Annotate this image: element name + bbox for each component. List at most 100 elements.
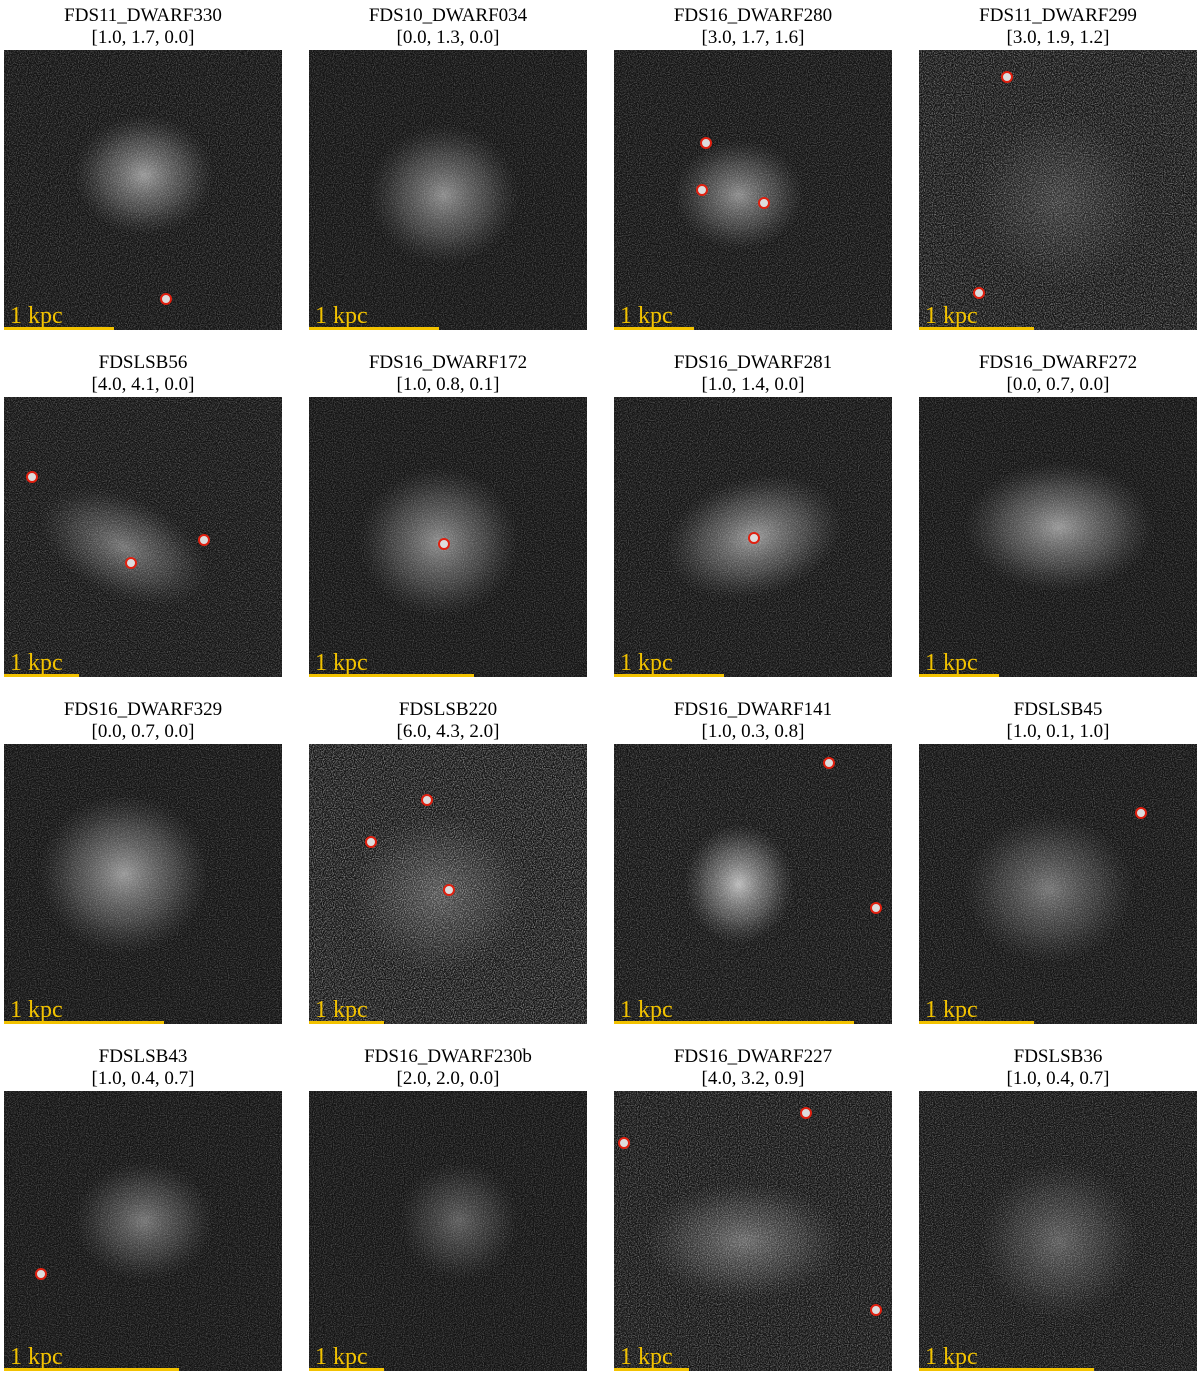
panel-title: FDS16_DWARF227 <box>673 1046 833 1067</box>
panel: FDS16_DWARF230b [2.0, 2.0, 0.0] 1 kpc <box>303 1046 593 1391</box>
scale-label: 1 kpc <box>315 1344 368 1370</box>
image-render <box>614 744 892 1024</box>
panel-params: [0.0, 0.7, 0.0] <box>91 721 195 742</box>
scale-label: 1 kpc <box>620 650 673 676</box>
galaxy-image: 1 kpc <box>4 50 282 330</box>
panel-title: FDSLSB43 <box>98 1046 188 1067</box>
image-render <box>309 50 587 330</box>
panel-title: FDSLSB56 <box>98 352 188 373</box>
image-render <box>4 397 282 677</box>
panel-params: [3.0, 1.9, 1.2] <box>1006 27 1110 48</box>
image-render <box>614 1091 892 1371</box>
scale-bar <box>4 1021 164 1024</box>
scale-label: 1 kpc <box>620 997 673 1023</box>
galaxy-image: 1 kpc <box>4 744 282 1024</box>
panel: FDS16_DWARF281 [1.0, 1.4, 0.0] 1 kpc <box>608 352 898 697</box>
panel-params: [1.0, 0.4, 0.7] <box>91 1068 195 1089</box>
panel-title: FDS10_DWARF034 <box>368 5 528 26</box>
panel-params: [6.0, 4.3, 2.0] <box>396 721 500 742</box>
galaxy-image: 1 kpc <box>309 397 587 677</box>
galaxy-image: 1 kpc <box>919 744 1197 1024</box>
panel-params: [4.0, 4.1, 0.0] <box>91 374 195 395</box>
panel-params: [1.0, 1.7, 0.0] <box>91 27 195 48</box>
image-render <box>614 50 892 330</box>
panel-title: FDS16_DWARF141 <box>673 699 833 720</box>
image-render <box>309 1091 587 1371</box>
panel-title: FDS16_DWARF329 <box>63 699 223 720</box>
panel: FDS16_DWARF329 [0.0, 0.7, 0.0] 1 kpc <box>0 699 288 1044</box>
panel-params: [1.0, 0.1, 1.0] <box>1006 721 1110 742</box>
panel: FDS16_DWARF272 [0.0, 0.7, 0.0] 1 kpc <box>913 352 1200 697</box>
panel: FDS10_DWARF034 [0.0, 1.3, 0.0] 1 kpc <box>303 5 593 350</box>
scale-bar <box>4 674 79 677</box>
galaxy-image: 1 kpc <box>614 50 892 330</box>
image-render <box>309 397 587 677</box>
image-render <box>919 50 1197 330</box>
scale-bar <box>614 1021 854 1024</box>
scale-bar <box>919 1368 1094 1371</box>
scale-label: 1 kpc <box>315 997 368 1023</box>
galaxy-image: 1 kpc <box>614 1091 892 1371</box>
panel-params: [1.0, 1.4, 0.0] <box>701 374 805 395</box>
image-render <box>614 397 892 677</box>
scale-label: 1 kpc <box>620 1344 673 1370</box>
panel-params: [4.0, 3.2, 0.9] <box>701 1068 805 1089</box>
scale-label: 1 kpc <box>925 303 978 329</box>
panel-title: FDSLSB220 <box>398 699 498 720</box>
panel-title: FDS16_DWARF272 <box>978 352 1138 373</box>
scale-label: 1 kpc <box>10 650 63 676</box>
panel: FDS11_DWARF299 [3.0, 1.9, 1.2] 1 kpc <box>913 5 1200 350</box>
panel-params: [0.0, 1.3, 0.0] <box>396 27 500 48</box>
panel-params: [1.0, 0.3, 0.8] <box>701 721 805 742</box>
panel-params: [2.0, 2.0, 0.0] <box>396 1068 500 1089</box>
scale-bar <box>614 1368 689 1371</box>
scale-label: 1 kpc <box>925 650 978 676</box>
scale-bar <box>309 674 474 677</box>
panel: FDS16_DWARF227 [4.0, 3.2, 0.9] 1 kpc <box>608 1046 898 1391</box>
panel: FDSLSB45 [1.0, 0.1, 1.0] 1 kpc <box>913 699 1200 1044</box>
panel-title: FDS16_DWARF280 <box>673 5 833 26</box>
panel: FDS11_DWARF330 [1.0, 1.7, 0.0] 1 kpc <box>0 5 288 350</box>
scale-label: 1 kpc <box>620 303 673 329</box>
scale-bar <box>919 1021 1034 1024</box>
galaxy-image: 1 kpc <box>614 744 892 1024</box>
panel: FDS16_DWARF172 [1.0, 0.8, 0.1] 1 kpc <box>303 352 593 697</box>
panel-params: [1.0, 0.8, 0.1] <box>396 374 500 395</box>
scale-bar <box>919 674 999 677</box>
image-render <box>4 744 282 1024</box>
image-render <box>309 744 587 1024</box>
galaxy-image: 1 kpc <box>919 397 1197 677</box>
scale-bar <box>919 327 1034 330</box>
scale-label: 1 kpc <box>10 1344 63 1370</box>
galaxy-image: 1 kpc <box>614 397 892 677</box>
image-render <box>919 1091 1197 1371</box>
scale-label: 1 kpc <box>10 997 63 1023</box>
image-render <box>4 50 282 330</box>
scale-bar <box>309 1368 384 1371</box>
scale-bar <box>614 327 694 330</box>
panel-title: FDSLSB36 <box>1013 1046 1103 1067</box>
panel-params: [3.0, 1.7, 1.6] <box>701 27 805 48</box>
panel-title: FDS16_DWARF230b <box>364 1046 532 1067</box>
image-render <box>919 397 1197 677</box>
galaxy-image: 1 kpc <box>919 1091 1197 1371</box>
panel-params: [1.0, 0.4, 0.7] <box>1006 1068 1110 1089</box>
scale-bar <box>4 327 114 330</box>
panel: FDSLSB36 [1.0, 0.4, 0.7] 1 kpc <box>913 1046 1200 1391</box>
galaxy-image: 1 kpc <box>4 397 282 677</box>
panel: FDS16_DWARF141 [1.0, 0.3, 0.8] 1 kpc <box>608 699 898 1044</box>
galaxy-image: 1 kpc <box>4 1091 282 1371</box>
scale-label: 1 kpc <box>925 997 978 1023</box>
panel-params: [0.0, 0.7, 0.0] <box>1006 374 1110 395</box>
scale-label: 1 kpc <box>315 650 368 676</box>
galaxy-image: 1 kpc <box>919 50 1197 330</box>
galaxy-image: 1 kpc <box>309 1091 587 1371</box>
scale-bar <box>4 1368 179 1371</box>
scale-bar <box>614 674 724 677</box>
panel-title: FDS11_DWARF299 <box>979 5 1137 26</box>
panel: FDS16_DWARF280 [3.0, 1.7, 1.6] 1 kpc <box>608 5 898 350</box>
image-render <box>919 744 1197 1024</box>
panel: FDSLSB220 [6.0, 4.3, 2.0] 1 kpc <box>303 699 593 1044</box>
panel: FDSLSB56 [4.0, 4.1, 0.0] 1 kpc <box>0 352 288 697</box>
